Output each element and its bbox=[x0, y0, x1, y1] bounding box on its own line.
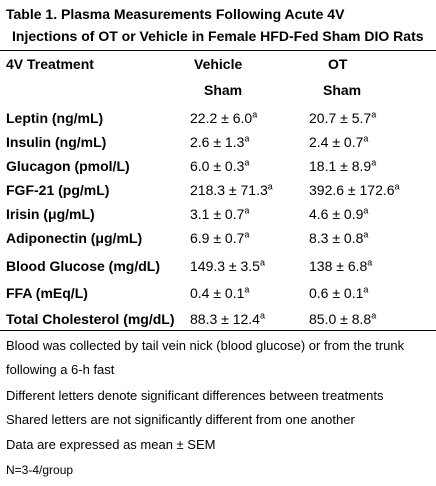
subheader-ot-sham: Sham bbox=[323, 82, 362, 98]
bottom-rule bbox=[0, 330, 436, 331]
significance-letter: a bbox=[371, 310, 377, 321]
note-line: following a 6-h fast bbox=[6, 362, 115, 377]
vehicle-value: 0.4 ± 0.1a bbox=[190, 285, 249, 301]
vehicle-value-text: 218.3 ± 71.3 bbox=[190, 182, 268, 198]
vehicle-value: 22.2 ± 6.0a bbox=[190, 110, 257, 126]
ot-value-text: 20.7 ± 5.7 bbox=[309, 110, 372, 126]
ot-value: 20.7 ± 5.7a bbox=[309, 110, 376, 126]
row-label: Glucagon (pmol/L) bbox=[6, 158, 130, 174]
ot-value: 18.1 ± 8.9a bbox=[309, 158, 376, 174]
vehicle-value: 88.3 ± 12.4a bbox=[190, 311, 265, 327]
vehicle-value: 6.0 ± 0.3a bbox=[190, 158, 249, 174]
vehicle-value-text: 6.0 ± 0.3 bbox=[190, 158, 245, 174]
significance-letter: a bbox=[367, 257, 373, 268]
vehicle-value-text: 149.3 ± 3.5 bbox=[190, 258, 260, 274]
row-label: Irisin (μg/mL) bbox=[6, 206, 95, 222]
significance-letter: a bbox=[363, 205, 369, 216]
vehicle-value: 218.3 ± 71.3a bbox=[190, 182, 273, 198]
vehicle-value-text: 88.3 ± 12.4 bbox=[190, 311, 260, 327]
ot-value-text: 8.3 ± 0.8 bbox=[309, 230, 364, 246]
ot-value-text: 138 ± 6.8 bbox=[309, 258, 368, 274]
vehicle-value: 2.6 ± 1.3a bbox=[190, 134, 249, 150]
ot-value: 4.6 ± 0.9a bbox=[309, 206, 368, 222]
row-label: Total Cholesterol (mg/dL) bbox=[6, 311, 175, 327]
significance-letter: a bbox=[267, 181, 273, 192]
note-line: Blood was collected by tail vein nick (b… bbox=[6, 338, 405, 353]
note-line: Data are expressed as mean ± SEM bbox=[6, 437, 216, 452]
ot-value-text: 4.6 ± 0.9 bbox=[309, 206, 364, 222]
note-line: N=3-4/group bbox=[6, 463, 74, 477]
significance-letter: a bbox=[363, 284, 369, 295]
ot-value-text: 392.6 ± 172.6 bbox=[309, 182, 395, 198]
row-label: Blood Glucose (mg/dL) bbox=[6, 258, 160, 274]
vehicle-value-text: 22.2 ± 6.0 bbox=[190, 110, 253, 126]
ot-value-text: 18.1 ± 8.9 bbox=[309, 158, 372, 174]
ot-value: 138 ± 6.8a bbox=[309, 258, 372, 274]
significance-letter: a bbox=[244, 284, 250, 295]
row-label: Insulin (ng/mL) bbox=[6, 134, 107, 150]
vehicle-value-text: 3.1 ± 0.7 bbox=[190, 206, 245, 222]
row-label: FGF-21 (pg/mL) bbox=[6, 182, 110, 198]
top-rule bbox=[0, 50, 436, 51]
significance-letter: a bbox=[244, 157, 250, 168]
significance-letter: a bbox=[259, 257, 265, 268]
header-treatment: 4V Treatment bbox=[6, 56, 94, 72]
significance-letter: a bbox=[244, 229, 250, 240]
table-title: Table 1. Plasma Measurements Following A… bbox=[6, 6, 345, 22]
vehicle-value-text: 6.9 ± 0.7 bbox=[190, 230, 245, 246]
significance-letter: a bbox=[252, 109, 258, 120]
subheader-vehicle-sham: Sham bbox=[204, 82, 243, 98]
vehicle-value-text: 2.6 ± 1.3 bbox=[190, 134, 245, 150]
table-subtitle: Injections of OT or Vehicle in Female HF… bbox=[12, 28, 424, 44]
row-label: Leptin (ng/mL) bbox=[6, 110, 104, 126]
header-ot: OT bbox=[328, 56, 348, 72]
vehicle-value-text: 0.4 ± 0.1 bbox=[190, 285, 245, 301]
significance-letter: a bbox=[394, 181, 400, 192]
ot-value: 0.6 ± 0.1a bbox=[309, 285, 368, 301]
significance-letter: a bbox=[363, 229, 369, 240]
significance-letter: a bbox=[371, 109, 377, 120]
note-line: Different letters denote significant dif… bbox=[6, 388, 384, 403]
header-vehicle: Vehicle bbox=[194, 56, 243, 72]
significance-letter: a bbox=[371, 157, 377, 168]
vehicle-value: 149.3 ± 3.5a bbox=[190, 258, 265, 274]
row-label: Adiponectin (μg/mL) bbox=[6, 230, 143, 246]
vehicle-value: 6.9 ± 0.7a bbox=[190, 230, 249, 246]
ot-value: 2.4 ± 0.7a bbox=[309, 134, 368, 150]
ot-value-text: 0.6 ± 0.1 bbox=[309, 285, 364, 301]
significance-letter: a bbox=[244, 205, 250, 216]
row-label: FFA (mEq/L) bbox=[6, 285, 88, 301]
vehicle-value: 3.1 ± 0.7a bbox=[190, 206, 249, 222]
note-line: Shared letters are not significantly dif… bbox=[6, 412, 355, 427]
ot-value: 85.0 ± 8.8a bbox=[309, 311, 376, 327]
ot-value: 8.3 ± 0.8a bbox=[309, 230, 368, 246]
significance-letter: a bbox=[363, 133, 369, 144]
significance-letter: a bbox=[244, 133, 250, 144]
ot-value: 392.6 ± 172.6a bbox=[309, 182, 400, 198]
ot-value-text: 2.4 ± 0.7 bbox=[309, 134, 364, 150]
ot-value-text: 85.0 ± 8.8 bbox=[309, 311, 372, 327]
significance-letter: a bbox=[259, 310, 265, 321]
